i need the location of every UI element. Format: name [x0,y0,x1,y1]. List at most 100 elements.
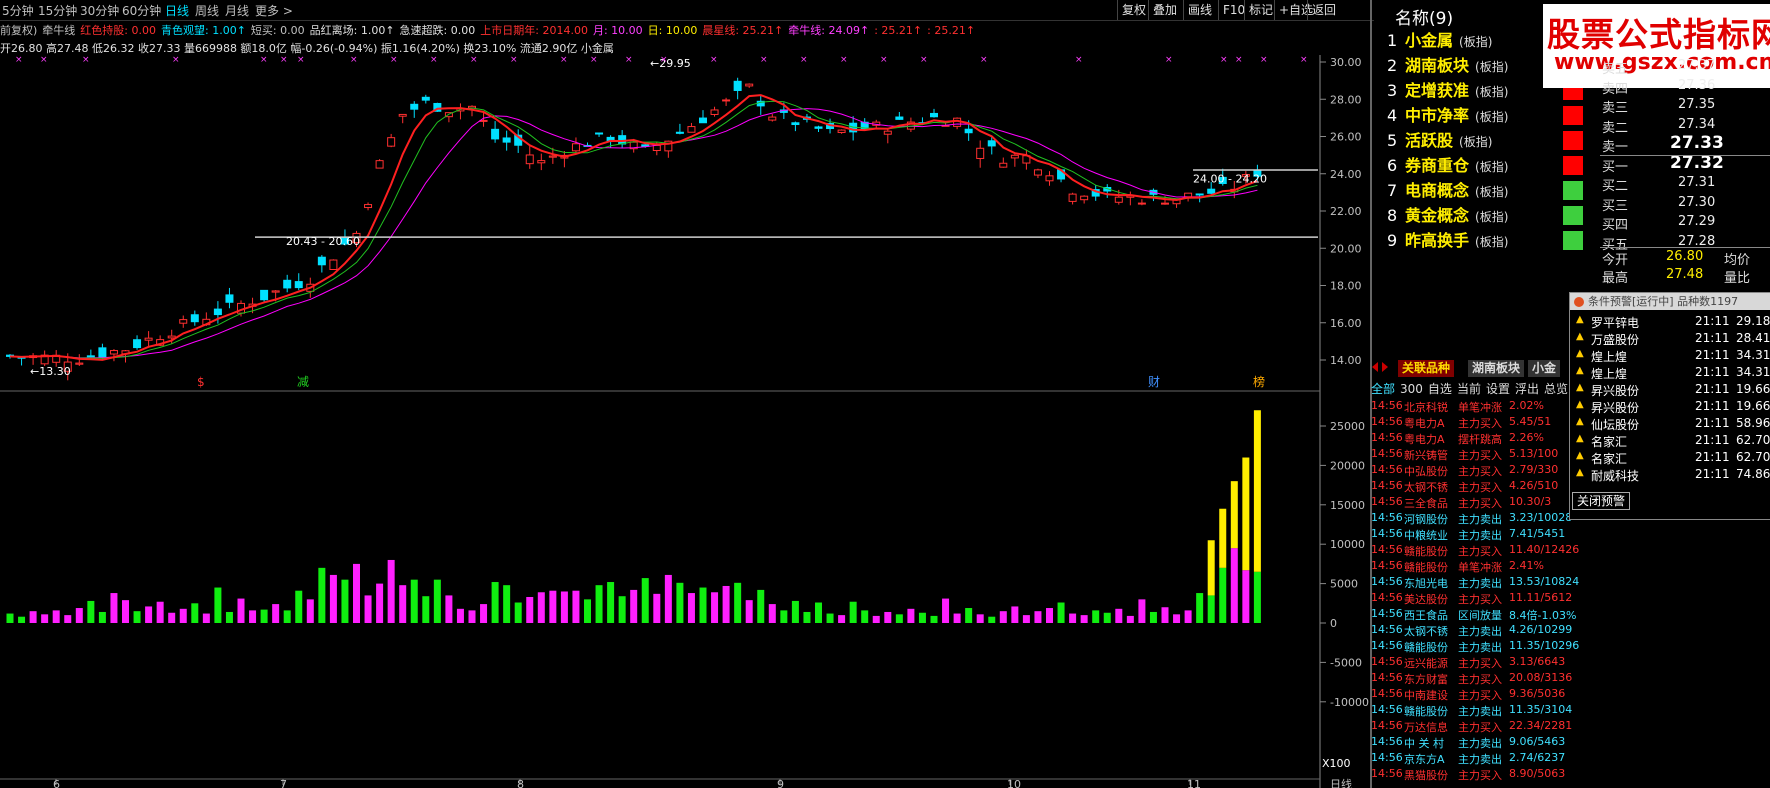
volume-bar [861,610,869,623]
volume-bar [260,609,268,623]
indicator-10: 晨星线: 25.21↑ [702,24,784,37]
alert-time: 21:11 [1695,348,1730,362]
panel-divider[interactable] [1370,0,1372,788]
kline-chart[interactable]: 30.00 28.00 26.00 24.00 22.00 20.00 18.00 16.00… [0,55,1370,788]
event-marker[interactable]: $ [197,375,205,389]
alert-row[interactable]: ▲ 名家汇 21:11 62.70 [1573,450,1770,467]
flow-subtab[interactable]: 全部 [1371,382,1396,396]
volume-bar [1115,608,1123,623]
candle-body [999,162,1008,168]
period-0[interactable]: 5分钟 [2,4,34,18]
flow-value: 11.11/5612 [1509,591,1573,604]
flow-time: 14:56 [1371,527,1403,540]
volume-bar [711,592,719,623]
flow-subtab[interactable]: 设置 [1485,382,1510,396]
flow-subtab[interactable]: 300 [1400,382,1423,396]
block-item[interactable]: 3 定增获准 (板指) [1387,77,1508,101]
block-item[interactable]: 5 活跃股 (板指) [1387,127,1492,151]
alert-row[interactable]: ▲ 耐威科技 21:11 74.86 [1573,467,1770,484]
flow-stock: 京东方A [1404,753,1445,766]
volume-bar [410,579,418,623]
indicator-7: 上市日期年: 2014.00 [480,24,588,37]
block-item[interactable]: 7 电商概念 (板指) [1387,177,1508,201]
flow-subtab[interactable]: 当前 [1456,382,1481,396]
block-item[interactable]: 6 券商重仓 (板指) [1387,152,1508,176]
toolbar-button-1[interactable]: 叠加 [1148,0,1181,20]
toolbar-button-4[interactable]: 标记 [1244,0,1277,20]
block-tag: (板指) [1475,110,1509,124]
block-number: 9 [1387,231,1398,250]
event-marker[interactable]: 榜 [1253,374,1265,389]
flow-subtab[interactable]: 总览 [1543,382,1568,396]
signal-marker: × [172,55,180,65]
period-5[interactable]: 周线 [195,4,220,18]
flow-time: 14:56 [1371,447,1403,460]
alert-row[interactable]: ▲ 万盛股份 21:11 28.41 [1573,331,1770,348]
alert-row[interactable]: ▲ 昇兴股份 21:11 19.66 [1573,399,1770,416]
period-6[interactable]: 月线 [225,4,250,18]
toolbar-button-0[interactable]: 复权 [1117,0,1150,20]
flow-tab[interactable]: 关联品种 [1398,360,1455,377]
price-tick-label: 30.00 [1330,56,1362,69]
candle-body [1080,195,1089,201]
alert-window[interactable]: 条件预警[运行中] 品种数1197 ▲ 罗平锌电 21:11 29.18 ▲ 万盛股份 21… [1569,292,1770,520]
flow-tab[interactable]: 湖南板块 [1468,360,1525,377]
toolbar-button-3[interactable]: F10 [1218,0,1249,20]
block-item[interactable]: 8 黄金概念 (板指) [1387,202,1508,226]
tab-next-arrow[interactable] [1382,362,1388,372]
signal-marker: × [660,55,668,65]
period-1[interactable]: 15分钟 [38,4,78,18]
toolbar-button-6[interactable]: 返回 [1307,0,1340,20]
block-number: 8 [1387,206,1398,225]
flow-value: 3.23/10028 [1509,511,1573,524]
volume-bar [1057,602,1065,623]
signal-marker: × [280,55,288,65]
flow-subtab[interactable]: 浮出 [1514,382,1539,396]
flow-value: 2.41% [1509,559,1544,572]
alert-row[interactable]: ▲ 仙坛股份 21:11 58.96 [1573,416,1770,433]
flow-time: 14:56 [1371,559,1403,572]
alert-arrow-icon: ▲ [1576,365,1584,376]
orderbook-row: 卖一 27.33 [1600,133,1770,156]
flow-time: 14:56 [1371,623,1403,636]
indicator-12: : 25.21↑ [874,24,923,37]
period-7[interactable]: 更多 > [255,4,293,18]
alert-row[interactable]: ▲ 煌上煌 21:11 34.31 [1573,348,1770,365]
tab-prev-arrow[interactable] [1372,362,1378,372]
price-annotation: 24.00 - 24.20 [1193,172,1267,185]
alert-stock: 名家汇 [1591,452,1628,466]
event-marker[interactable]: 财 [1148,375,1160,389]
volume-bar-highlight [1207,540,1215,596]
alert-row[interactable]: ▲ 昇兴股份 21:11 19.66 [1573,382,1770,399]
toolbar-button-5[interactable]: +自选 [1274,0,1317,20]
alert-row[interactable]: ▲ 名家汇 21:11 62.70 [1573,433,1770,450]
alert-row[interactable]: ▲ 罗平锌电 21:11 29.18 [1573,314,1770,331]
flow-stock: 中弘股份 [1404,465,1448,478]
block-item[interactable]: 1 小金属 (板指) [1387,27,1492,51]
signal-marker: × [470,55,478,65]
candle-body [791,122,800,126]
alert-arrow-icon: ▲ [1576,450,1584,461]
period-2[interactable]: 30分钟 [80,4,120,18]
event-marker[interactable]: 减 [297,375,309,389]
orderbook-label: 买一 [1602,159,1629,175]
flow-tab[interactable]: 小金 [1528,360,1561,377]
indicator-8: 月: 10.00 [592,24,643,37]
flow-action: 主力买入 [1458,769,1502,782]
flow-stock: 河钢股份 [1404,513,1448,526]
period-3[interactable]: 60分钟 [122,4,162,18]
period-4[interactable]: 日线 [165,4,190,18]
block-item[interactable]: 2 湖南板块 (板指) [1387,52,1508,76]
toolbar-button-2[interactable]: 画线 [1183,0,1216,20]
volume-bar [18,616,26,623]
alert-price: 29.18 [1736,314,1770,328]
alert-time: 21:11 [1695,331,1730,345]
block-item[interactable]: 4 中市净率 (板指) [1387,102,1508,126]
flow-subtab[interactable]: 自选 [1427,382,1452,396]
alert-row[interactable]: ▲ 煌上煌 21:11 34.31 [1573,365,1770,382]
alert-title-bar[interactable]: 条件预警[运行中] 品种数1197 [1570,293,1770,310]
block-item[interactable]: 9 昨高换手 (板指) [1387,227,1508,251]
volume-bar [399,585,407,623]
month-label: 7 [280,778,287,788]
close-alert-button[interactable]: 关闭预警 [1572,492,1631,510]
